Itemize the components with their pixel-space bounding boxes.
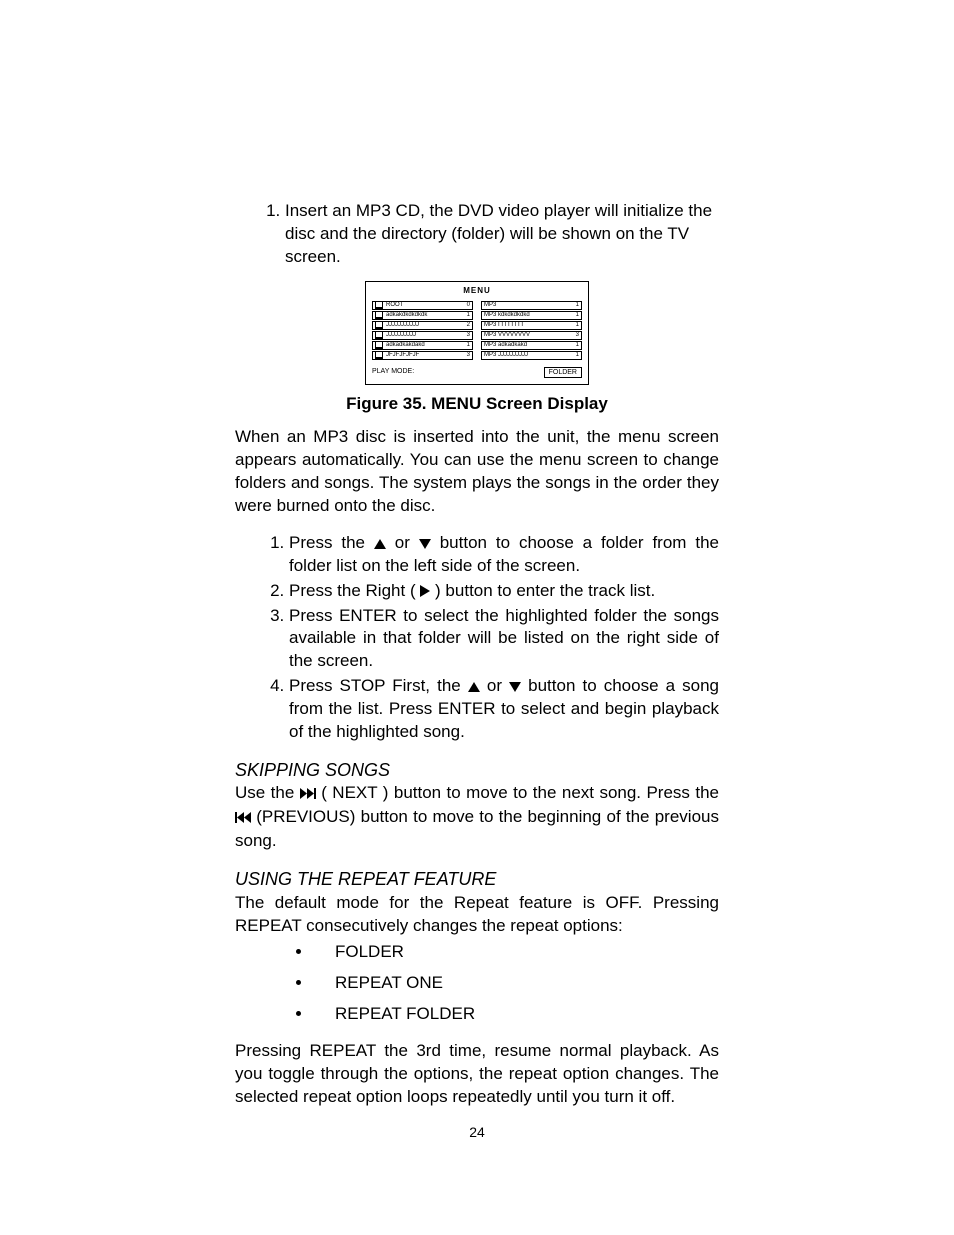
step-text: Press STOP First, the (289, 676, 468, 695)
paragraph-text: ( NEXT ) button to move to the next song… (316, 783, 719, 802)
paragraph-text: Use the (235, 783, 300, 802)
repeat-option: REPEAT ONE (313, 972, 719, 995)
menu-row-label: MP3 JJJJJJJJJJ (484, 351, 574, 359)
menu-row-label: JJJJJJJJJJJ (386, 321, 465, 329)
up-arrow-icon (468, 682, 480, 692)
after-figure-paragraph: When an MP3 disc is inserted into the un… (235, 426, 719, 518)
menu-row-number: 2 (465, 321, 470, 329)
step-text: or (480, 676, 509, 695)
menu-row: adkadkakdakd1 (372, 341, 473, 350)
menu-row: MP31 (481, 301, 582, 310)
down-arrow-icon (419, 539, 431, 549)
menu-row-number: 1 (574, 341, 579, 349)
repeat-heading: USING THE REPEAT FEATURE (235, 867, 719, 891)
manual-page: Insert an MP3 CD, the DVD video player w… (0, 0, 954, 1235)
paragraph-text: (PREVIOUS) button to move to the beginni… (235, 807, 719, 850)
menu-row-number: 1 (574, 301, 579, 309)
menu-row-label: JJJJJJJJJJ (386, 331, 465, 339)
step-text: Press the (289, 533, 374, 552)
menu-row-number: 0 (465, 301, 470, 309)
menu-left-column: ROOT0adkakdkdkdkdk1JJJJJJJJJJJ2JJJJJJJJJ… (372, 301, 473, 361)
folder-icon (375, 331, 383, 339)
figure-caption: Figure 35. MENU Screen Display (235, 393, 719, 416)
menu-row-label: MP3 adkadkakd (484, 341, 574, 349)
up-arrow-icon (374, 539, 386, 549)
step-text: ) button to enter the track list. (430, 581, 655, 600)
menu-row-label: adkakdkdkdkdk (386, 311, 465, 319)
menu-row: JFJFJFJFJF3 (372, 351, 473, 360)
menu-footer-left: PLAY MODE: (372, 367, 414, 378)
intro-list-item: Insert an MP3 CD, the DVD video player w… (285, 200, 719, 269)
step-text: or (386, 533, 419, 552)
folder-icon (375, 341, 383, 349)
step-3: Press ENTER to select the highlighted fo… (289, 605, 719, 674)
menu-row: ROOT0 (372, 301, 473, 310)
menu-right-column: MP31MP3 kdkdkdkdkd1MP3 I I I I I I I I1M… (481, 301, 582, 361)
menu-row-label: MP3 kdkdkdkdkd (484, 311, 574, 319)
step-4: Press STOP First, the or button to choos… (289, 675, 719, 744)
menu-figure: MENU ROOT0adkakdkdkdkdk1JJJJJJJJJJJ2JJJJ… (365, 281, 589, 385)
menu-row: MP3 I I I I I I I I1 (481, 321, 582, 330)
menu-row: MP3 JJJJJJJJJJ1 (481, 351, 582, 360)
repeat-intro: The default mode for the Repeat feature … (235, 892, 719, 938)
menu-row-number: 1 (465, 341, 470, 349)
folder-icon (375, 351, 383, 359)
menu-row: adkakdkdkdkdk1 (372, 311, 473, 320)
menu-row: MP3 kdkdkdkdkd1 (481, 311, 582, 320)
menu-row-number: 1 (574, 351, 579, 359)
menu-row-label: JFJFJFJFJF (386, 351, 465, 359)
repeat-option: REPEAT FOLDER (313, 1003, 719, 1026)
menu-figure-wrap: MENU ROOT0adkakdkdkdkdk1JJJJJJJJJJJ2JJJJ… (235, 281, 719, 385)
menu-row: MP3 VVVVVVVV3 (481, 331, 582, 340)
previous-icon (235, 807, 251, 830)
next-icon (300, 783, 316, 806)
menu-footer-right: FOLDER (544, 367, 582, 378)
menu-row-label: MP3 (484, 301, 574, 309)
menu-row: JJJJJJJJJJJ2 (372, 321, 473, 330)
skipping-paragraph: Use the ( NEXT ) button to move to the n… (235, 782, 719, 853)
menu-figure-title: MENU (372, 286, 582, 297)
skipping-heading: SKIPPING SONGS (235, 758, 719, 782)
menu-row: JJJJJJJJJJ3 (372, 331, 473, 340)
down-arrow-icon (509, 682, 521, 692)
repeat-option: FOLDER (313, 941, 719, 964)
menu-row-label: adkadkakdakd (386, 341, 465, 349)
menu-row-number: 3 (465, 331, 470, 339)
step-text: Press the Right ( (289, 581, 420, 600)
folder-icon (375, 311, 383, 319)
step-1: Press the or button to choose a folder f… (289, 532, 719, 578)
folder-icon (375, 301, 383, 309)
repeat-outro: Pressing REPEAT the 3rd time, resume nor… (235, 1040, 719, 1109)
menu-row-label: MP3 VVVVVVVV (484, 331, 574, 339)
step-2: Press the Right ( ) button to enter the … (289, 580, 719, 603)
menu-row-number: 3 (574, 331, 579, 339)
folder-icon (375, 321, 383, 329)
menu-row: MP3 adkadkakd1 (481, 341, 582, 350)
menu-row-number: 1 (574, 311, 579, 319)
menu-row-number: 1 (574, 321, 579, 329)
steps-list: Press the or button to choose a folder f… (235, 532, 719, 744)
intro-ordered-list: Insert an MP3 CD, the DVD video player w… (235, 200, 719, 269)
repeat-options-list: FOLDER REPEAT ONE REPEAT FOLDER (235, 941, 719, 1026)
right-arrow-icon (420, 585, 430, 597)
menu-row-number: 3 (465, 351, 470, 359)
menu-row-number: 1 (465, 311, 470, 319)
menu-row-label: MP3 I I I I I I I I (484, 321, 574, 329)
menu-row-label: ROOT (386, 301, 465, 309)
page-number: 24 (235, 1123, 719, 1142)
